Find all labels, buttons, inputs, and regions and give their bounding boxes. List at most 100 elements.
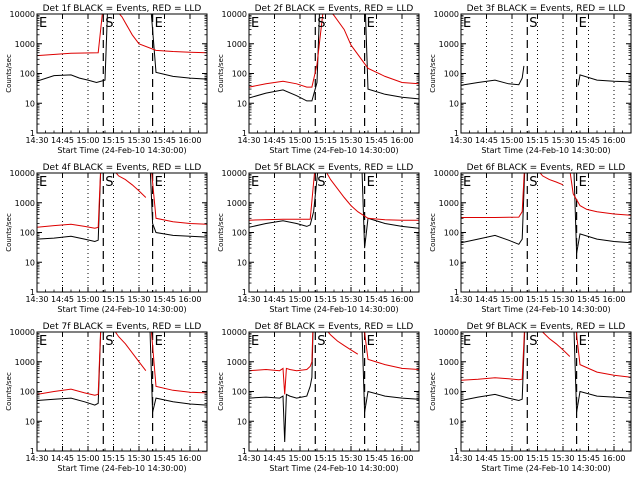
x-tick-label: 16:00 bbox=[178, 454, 201, 463]
y-tick-label: 10000 bbox=[434, 169, 459, 178]
detector-panel: 1 10 100 1000 10000 14:30 14:45 15:00 15:15 15:30… bbox=[217, 4, 420, 155]
marker-label: S bbox=[529, 334, 537, 349]
panel-title: Det 4f BLACK = Events, RED = LLD bbox=[43, 163, 202, 173]
x-axis-label: Start Time (24-Feb-10 14:30:00) bbox=[57, 146, 186, 155]
x-tick-label: 15:00 bbox=[288, 295, 311, 304]
detector-panel: 1 10 100 1000 10000 14:30 14:45 15:00 15:15 15:30… bbox=[217, 322, 420, 473]
marker-label: E bbox=[39, 16, 47, 31]
y-axis-label: Counts/sec bbox=[5, 54, 13, 93]
x-tick-label: 15:30 bbox=[127, 136, 150, 145]
marker-label: E bbox=[463, 175, 471, 190]
marker-label: E bbox=[155, 334, 163, 349]
lld-series-line bbox=[37, 173, 207, 229]
x-axis-label: Start Time (24-Feb-10 14:30:00) bbox=[481, 305, 610, 314]
y-axis-label: Counts/sec bbox=[217, 213, 225, 252]
marker-label: E bbox=[155, 16, 163, 31]
x-tick-label: 15:15 bbox=[102, 295, 125, 304]
plot-frame bbox=[460, 172, 632, 293]
detector-panel: 1 10 100 1000 10000 14:30 14:45 15:00 15:15 15:30… bbox=[5, 4, 208, 155]
x-tick-label: 14:45 bbox=[263, 454, 286, 463]
y-tick-label: 10000 bbox=[10, 328, 35, 337]
detector-panel: 1 10 100 1000 10000 14:30 14:45 15:00 15:15 15:30… bbox=[429, 322, 632, 473]
x-tick-label: 15:30 bbox=[127, 295, 150, 304]
marker-label: S bbox=[529, 16, 537, 31]
marker-label: S bbox=[317, 334, 325, 349]
y-tick-label: 10 bbox=[25, 417, 35, 426]
x-tick-label: 15:00 bbox=[288, 454, 311, 463]
y-tick-label: 1000 bbox=[227, 199, 247, 208]
marker-label: E bbox=[251, 175, 259, 190]
y-tick-label: 100 bbox=[20, 229, 35, 238]
y-tick-label: 100 bbox=[444, 229, 459, 238]
x-axis-label: Start Time (24-Feb-10 14:30:00) bbox=[481, 464, 610, 473]
x-tick-label: 14:45 bbox=[263, 136, 286, 145]
events-series-line bbox=[249, 332, 419, 443]
marker-label: E bbox=[155, 175, 163, 190]
y-tick-label: 1000 bbox=[15, 199, 35, 208]
y-axis-label: Counts/sec bbox=[217, 54, 225, 93]
y-tick-label: 1 bbox=[30, 129, 35, 138]
lld-series-line bbox=[249, 14, 419, 88]
panel-title: Det 6f BLACK = Events, RED = LLD bbox=[467, 163, 626, 173]
x-tick-label: 15:30 bbox=[339, 295, 362, 304]
marker-label: S bbox=[105, 334, 113, 349]
x-tick-label: 16:00 bbox=[390, 454, 413, 463]
events-series-line bbox=[461, 173, 631, 254]
marker-label: E bbox=[251, 16, 259, 31]
x-tick-label: 15:30 bbox=[339, 136, 362, 145]
panel-title: Det 7f BLACK = Events, RED = LLD bbox=[43, 322, 202, 332]
events-series-line bbox=[37, 14, 207, 84]
y-tick-label: 10000 bbox=[434, 10, 459, 19]
y-axis-label: Counts/sec bbox=[5, 213, 13, 252]
x-tick-label: 15:15 bbox=[102, 136, 125, 145]
x-tick-label: 15:30 bbox=[551, 454, 574, 463]
plot-frame bbox=[460, 331, 632, 452]
x-tick-label: 15:30 bbox=[127, 454, 150, 463]
x-tick-label: 15:45 bbox=[365, 295, 388, 304]
marker-label: E bbox=[251, 334, 259, 349]
panel-title: Det 2f BLACK = Events, RED = LLD bbox=[255, 4, 414, 14]
marker-label: E bbox=[39, 175, 47, 190]
y-tick-label: 1 bbox=[242, 288, 247, 297]
x-tick-label: 15:15 bbox=[526, 295, 549, 304]
plot-frame bbox=[36, 13, 208, 134]
x-tick-label: 16:00 bbox=[178, 295, 201, 304]
x-tick-label: 15:00 bbox=[288, 136, 311, 145]
y-tick-label: 10 bbox=[449, 417, 459, 426]
x-tick-label: 15:30 bbox=[339, 454, 362, 463]
x-axis-label: Start Time (24-Feb-10 14:30:00) bbox=[269, 305, 398, 314]
y-tick-label: 1000 bbox=[227, 40, 247, 49]
y-tick-label: 10 bbox=[25, 258, 35, 267]
lld-series-line bbox=[37, 14, 207, 57]
x-tick-label: 14:45 bbox=[475, 136, 498, 145]
marker-label: E bbox=[367, 16, 375, 31]
y-tick-label: 1000 bbox=[15, 358, 35, 367]
marker-label: E bbox=[463, 16, 471, 31]
events-series-line bbox=[249, 173, 419, 249]
y-axis-label: Counts/sec bbox=[217, 372, 225, 411]
y-tick-label: 100 bbox=[20, 70, 35, 79]
x-axis-label: Start Time (24-Feb-10 14:30:00) bbox=[269, 464, 398, 473]
marker-label: S bbox=[317, 175, 325, 190]
events-series-line bbox=[461, 332, 631, 413]
y-tick-label: 1000 bbox=[15, 40, 35, 49]
x-tick-label: 14:30 bbox=[237, 295, 260, 304]
y-tick-label: 100 bbox=[232, 388, 247, 397]
plot-frame bbox=[460, 13, 632, 134]
x-tick-label: 15:45 bbox=[365, 136, 388, 145]
marker-label: E bbox=[579, 334, 587, 349]
y-tick-label: 100 bbox=[444, 70, 459, 79]
lld-series-line bbox=[539, 173, 564, 186]
x-tick-label: 15:45 bbox=[153, 295, 176, 304]
lld-series-line bbox=[461, 173, 631, 218]
events-series-line bbox=[37, 332, 207, 413]
events-series-line bbox=[461, 65, 525, 86]
y-tick-label: 10000 bbox=[222, 169, 247, 178]
lld-series-line bbox=[541, 332, 571, 357]
lld-series-line bbox=[249, 332, 419, 395]
x-tick-label: 16:00 bbox=[602, 295, 625, 304]
x-tick-label: 15:00 bbox=[76, 454, 99, 463]
x-tick-label: 16:00 bbox=[178, 136, 201, 145]
x-tick-label: 15:45 bbox=[577, 136, 600, 145]
lld-series-line bbox=[115, 173, 147, 198]
